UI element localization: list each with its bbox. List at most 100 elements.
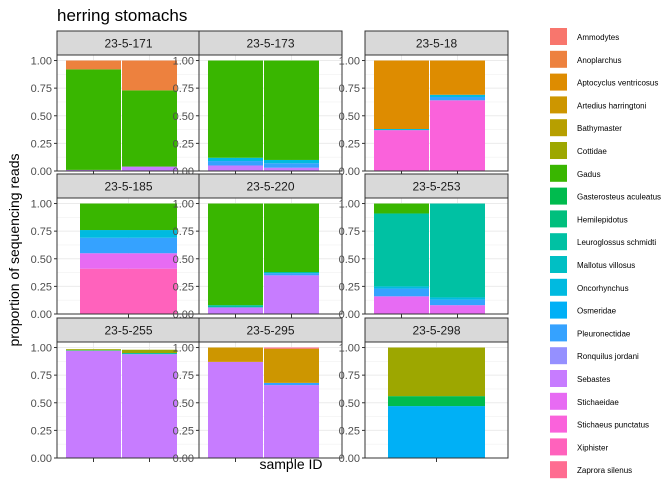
bar-segment-23-5-220-1-sebastes <box>264 275 319 314</box>
bar-segment-23-5-220-0-leuroglossus-schmidti <box>208 305 263 308</box>
legend-label: Stichaeus punctatus <box>577 421 649 430</box>
y-tick-label: 0.75 <box>339 83 360 95</box>
legend-item-sebastes: Sebastes <box>550 370 610 387</box>
legend-label: Stichaeidae <box>577 398 619 407</box>
legend-item-cottidae: Cottidae <box>550 142 607 159</box>
legend-item-anoplarchus: Anoplarchus <box>550 50 621 68</box>
legend-item-ronquilus-jordani: Ronquilus jordani <box>550 347 639 365</box>
bar-segment-23-5-171-0-anoplarchus <box>66 60 121 70</box>
legend-label: Mallotus villosus <box>577 261 635 270</box>
facet-strip-label: 23-5-171 <box>104 37 152 51</box>
y-tick-label: 0.25 <box>173 281 194 293</box>
bar-segment-23-5-298-0-osmeridae <box>388 406 485 458</box>
legend-item-artedius-harringtoni: Artedius harringtoni <box>550 96 647 114</box>
y-tick-label: 1.00 <box>31 56 52 68</box>
y-tick-label: 0.50 <box>173 111 194 123</box>
bar-segment-23-5-171-1-sebastes <box>122 166 177 171</box>
facet-panel-23-5-185: 23-5-185 0.00 0.25 0.50 0.75 1.00 <box>31 173 201 321</box>
y-tick-label: 0.00 <box>31 453 52 465</box>
y-tick-label: 0.25 <box>339 425 360 437</box>
bar-segment-23-5-18-0-stichaeus-punctatus <box>374 130 429 171</box>
facet-strip-label: 23-5-298 <box>412 324 460 338</box>
facet-strip <box>364 30 509 56</box>
facet-strip <box>198 30 343 56</box>
legend-swatch <box>550 28 567 45</box>
legend-swatch <box>550 461 567 479</box>
bar-segment-23-5-171-0-gadus <box>66 69 121 170</box>
bar-segment-23-5-295-1-pleuronectidae <box>264 382 319 386</box>
bar-segment-23-5-173-0-pleuronectidae <box>208 161 263 166</box>
legend-item-gadus: Gadus <box>550 164 601 182</box>
y-tick-label: 0.75 <box>173 370 194 382</box>
bar-segment-23-5-298-0-gasterosteus-aculeatus <box>388 396 485 407</box>
facet-panel-23-5-298: 23-5-298 0.00 0.25 0.50 0.75 1.00 <box>339 317 509 465</box>
y-tick-label: 0.25 <box>339 138 360 150</box>
legend-swatch <box>550 210 567 228</box>
panel-border <box>198 54 343 172</box>
facet-strip-label: 23-5-255 <box>104 324 152 338</box>
legend-swatch <box>550 187 567 205</box>
legend-label: Hemilepidotus <box>577 215 628 224</box>
bar-segment-23-5-253-0-leuroglossus-schmidti <box>374 213 429 287</box>
y-tick-label: 0.25 <box>339 281 360 293</box>
y-tick-label: 0.50 <box>339 398 360 410</box>
bar-segment-23-5-18-1-stichaeus-punctatus <box>430 100 485 171</box>
y-tick-label: 0.75 <box>339 370 360 382</box>
legend-item-xiphister: Xiphister <box>550 438 608 456</box>
legend: Ammodytes Anoplarchus Aptocyclus ventricos… <box>550 28 661 479</box>
legend-swatch <box>550 301 567 319</box>
legend-label: Cottidae <box>577 147 607 156</box>
y-tick-label: 0.00 <box>339 309 360 321</box>
legend-item-osmeridae: Osmeridae <box>550 301 617 319</box>
y-tick-label: 0.75 <box>173 226 194 238</box>
y-tick-label: 0.25 <box>31 138 52 150</box>
legend-label: Gasterosteus aculeatus <box>577 193 661 202</box>
panel-border <box>364 197 509 315</box>
facet-strip <box>198 173 343 199</box>
facet-strip-label: 23-5-185 <box>104 180 152 194</box>
bar-segment-23-5-253-1-oncorhynchus <box>430 297 485 300</box>
bar-segment-23-5-255-1-leuroglossus-schmidti <box>122 353 177 355</box>
legend-item-stichaeus-punctatus: Stichaeus punctatus <box>550 415 649 433</box>
legend-swatch <box>550 50 567 68</box>
legend-label: Osmeridae <box>577 307 617 316</box>
bar-segment-23-5-173-0-oncorhynchus <box>208 157 263 162</box>
bar-segment-23-5-173-0-gadus <box>208 60 263 158</box>
bar-segment-23-5-171-0-sebastes <box>66 169 121 171</box>
y-tick-label: 0.50 <box>173 254 194 266</box>
legend-label: Zaprora silenus <box>577 466 632 475</box>
bar-segment-23-5-295-1-artedius-harringtoni <box>264 348 319 383</box>
y-tick-label: 0.50 <box>173 398 194 410</box>
bar-segment-23-5-173-1-pleuronectidae <box>264 163 319 168</box>
y-tick-label: 1.00 <box>339 199 360 211</box>
y-tick-label: 0.75 <box>339 226 360 238</box>
bar-segment-23-5-171-1-gadus <box>122 90 177 167</box>
y-tick-label: 0.25 <box>31 425 52 437</box>
legend-label: Oncorhynchus <box>577 284 629 293</box>
y-tick-label: 0.25 <box>173 425 194 437</box>
legend-item-aptocyclus-ventricosus: Aptocyclus ventricosus <box>550 73 658 91</box>
legend-label: Artedius harringtoni <box>577 101 647 110</box>
bar-segment-23-5-185-0-gadus <box>80 203 177 231</box>
legend-item-stichaeidae: Stichaeidae <box>550 392 619 410</box>
legend-label: Bathymaster <box>577 124 622 133</box>
legend-swatch <box>550 370 567 387</box>
legend-label: Pleuronectidae <box>577 329 631 338</box>
legend-swatch <box>550 415 567 433</box>
bar-segment-23-5-255-0-sebastes <box>66 350 121 458</box>
y-tick-label: 0.75 <box>173 83 194 95</box>
panel-border <box>364 54 509 172</box>
panel-border <box>364 341 509 459</box>
facet-strip-label: 23-5-173 <box>246 37 294 51</box>
legend-item-gasterosteus-aculeatus: Gasterosteus aculeatus <box>550 187 661 205</box>
legend-item-leuroglossus-schmidti: Leuroglossus schmidti <box>550 233 656 251</box>
facet-strip <box>56 173 201 199</box>
legend-swatch <box>550 324 567 342</box>
bar-segment-23-5-255-0-leuroglossus-schmidti <box>66 350 121 351</box>
legend-label: Sebastes <box>577 375 610 384</box>
y-tick-label: 0.00 <box>173 453 194 465</box>
y-tick-label: 0.75 <box>31 83 52 95</box>
facet-panel-23-5-18: 23-5-18 0.00 0.25 0.50 0.75 1.00 <box>339 30 509 178</box>
facet-strip-label: 23-5-220 <box>246 180 294 194</box>
